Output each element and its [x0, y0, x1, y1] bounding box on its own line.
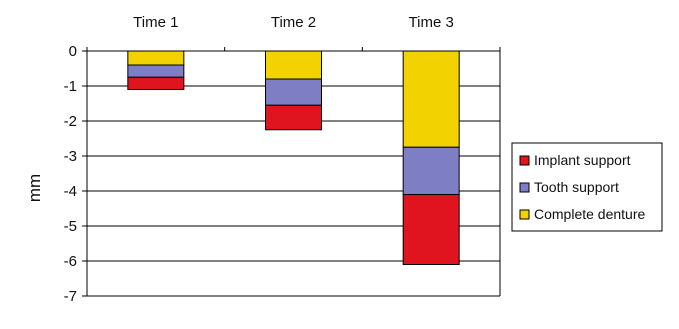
y-tick-label: -3 — [64, 148, 77, 165]
axes: 0 -1 -2 -3 -4 -5 -6 -7 Time 1 Time 2 Time 3 — [64, 14, 501, 305]
bar-segment — [127, 76, 185, 90]
category-label: Time 3 — [409, 14, 454, 31]
y-tick-label: -5 — [64, 218, 77, 235]
bar-segment — [402, 194, 460, 265]
bar-segment — [265, 78, 322, 106]
gridlines — [87, 85, 500, 297]
y-tick-label: 0 — [69, 43, 77, 60]
y-tick-label: -7 — [64, 288, 77, 305]
legend-box — [511, 142, 663, 232]
bars — [127, 50, 460, 265]
legend-label: Complete denture — [534, 206, 646, 222]
bar-segment — [402, 146, 460, 195]
bar-segment — [265, 104, 322, 131]
y-axis-label: mm — [25, 174, 44, 202]
legend-swatch — [519, 182, 530, 193]
legend: Implant support Tooth support Complete den… — [511, 142, 663, 232]
category-label: Time 2 — [271, 14, 316, 31]
y-tick-label: -6 — [64, 253, 77, 270]
legend-label: Tooth support — [534, 179, 619, 195]
bar-segment — [402, 50, 460, 148]
y-tick-label: -2 — [64, 113, 77, 130]
legend-label: Implant support — [534, 152, 631, 168]
category-label: Time 1 — [133, 14, 178, 31]
bar-segment — [265, 50, 322, 80]
bar-segment — [127, 50, 185, 66]
legend-swatch — [519, 209, 530, 220]
bar-segment — [127, 64, 185, 78]
y-tick-label: -4 — [64, 183, 77, 200]
legend-swatch — [519, 155, 530, 166]
y-tick-label: -1 — [64, 78, 77, 95]
